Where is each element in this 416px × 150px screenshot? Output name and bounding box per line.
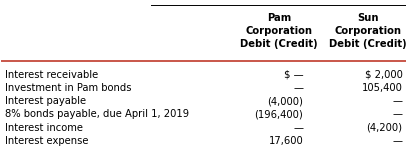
Text: 105,400: 105,400 <box>362 83 402 93</box>
Text: —: — <box>392 136 402 146</box>
Text: —: — <box>392 109 402 119</box>
Text: Pam
Corporation
Debit (Credit): Pam Corporation Debit (Credit) <box>240 13 318 49</box>
Text: Interest receivable: Interest receivable <box>5 70 99 80</box>
Text: $ 2,000: $ 2,000 <box>364 70 402 80</box>
Text: Interest expense: Interest expense <box>5 136 89 146</box>
Text: Sun
Corporation
Debit (Credit): Sun Corporation Debit (Credit) <box>329 13 407 49</box>
Text: Investment in Pam bonds: Investment in Pam bonds <box>5 83 132 93</box>
Text: (4,200): (4,200) <box>366 123 402 133</box>
Text: (4,000): (4,000) <box>267 96 303 106</box>
Text: —: — <box>293 83 303 93</box>
Text: $ —: $ — <box>284 70 303 80</box>
Text: 8% bonds payable, due April 1, 2019: 8% bonds payable, due April 1, 2019 <box>5 109 190 119</box>
Text: Interest income: Interest income <box>5 123 84 133</box>
Text: 17,600: 17,600 <box>268 136 303 146</box>
Text: (196,400): (196,400) <box>255 109 303 119</box>
Text: —: — <box>392 96 402 106</box>
Text: Interest payable: Interest payable <box>5 96 87 106</box>
Text: —: — <box>293 123 303 133</box>
